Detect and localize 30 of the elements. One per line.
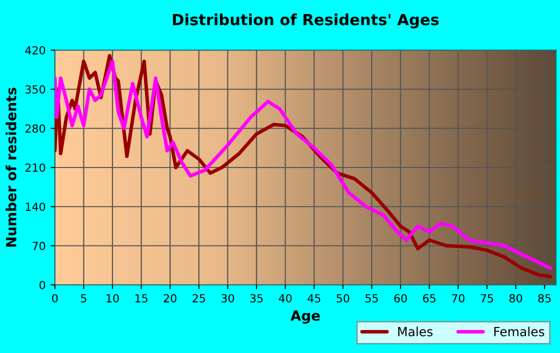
x-tick-label: 0 bbox=[52, 294, 58, 302]
x-tick-label: 5 bbox=[81, 294, 86, 302]
y-axis-title: Number of residents bbox=[6, 88, 16, 247]
y-tick-label: 280 bbox=[25, 124, 46, 133]
x-tick-label: 35 bbox=[250, 294, 263, 302]
x-axis-title: Age bbox=[290, 310, 320, 324]
x-tick-label: 25 bbox=[192, 294, 205, 302]
y-tick-label: 350 bbox=[25, 85, 46, 94]
x-tick-label: 75 bbox=[480, 294, 494, 302]
x-tick-label: 45 bbox=[308, 294, 320, 302]
x-tick-label: 20 bbox=[164, 294, 176, 302]
x-tick-label: 40 bbox=[278, 294, 292, 302]
legend-label: Males bbox=[398, 326, 433, 336]
y-tick-label: 70 bbox=[32, 242, 46, 250]
x-tick-label: 50 bbox=[336, 294, 350, 302]
x-tick-label: 60 bbox=[394, 294, 407, 302]
y-tick-label: 140 bbox=[26, 202, 46, 211]
x-tick-label: 85 bbox=[538, 294, 551, 302]
x-tick-label: 80 bbox=[509, 294, 522, 302]
y-tick-label: 420 bbox=[25, 46, 46, 55]
x-tick-label: 65 bbox=[423, 294, 436, 302]
x-tick-label: 55 bbox=[366, 294, 378, 302]
y-tick-label: 0 bbox=[40, 280, 46, 290]
x-tick-label: 10 bbox=[106, 294, 119, 302]
y-tick-label: 210 bbox=[25, 163, 46, 172]
x-tick-label: 70 bbox=[452, 294, 464, 302]
x-tick-label: 15 bbox=[135, 294, 148, 302]
chart-title: Distribution of Residents' Ages bbox=[172, 14, 439, 28]
legend-label: Females bbox=[494, 326, 544, 336]
x-tick-label: 30 bbox=[221, 294, 234, 302]
